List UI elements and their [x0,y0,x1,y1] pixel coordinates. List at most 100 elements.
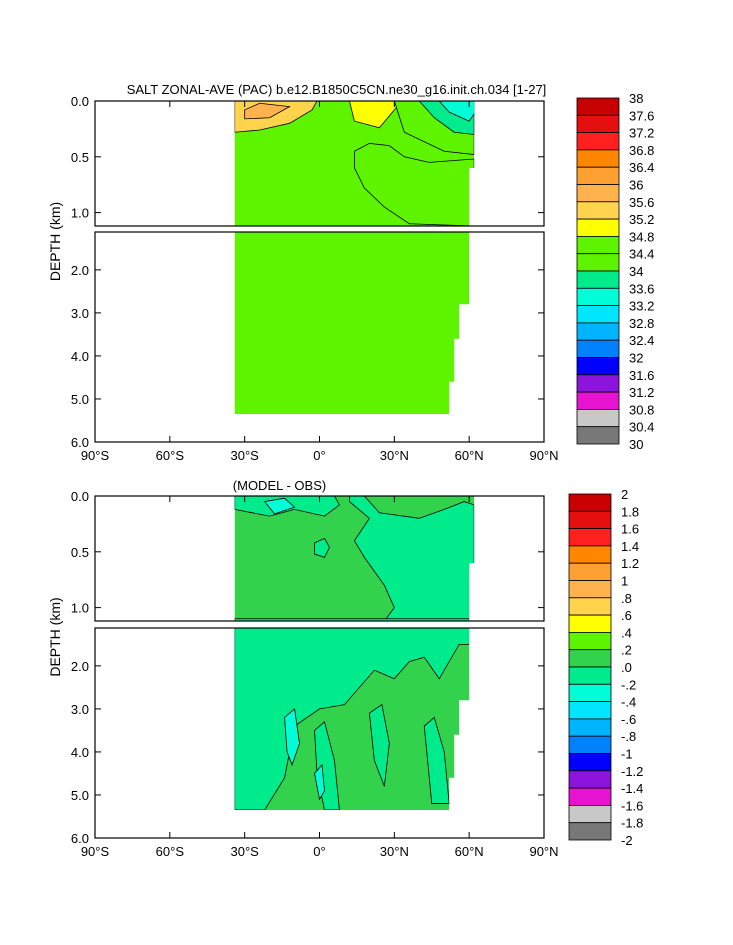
colorbar-label: 37.6 [629,108,654,123]
colorbar-swatch [576,166,620,185]
colorbar-label: 36.8 [629,143,654,158]
field-background [234,232,475,415]
colorbar-swatch [576,374,620,393]
region-deep-column-2 [368,703,390,787]
colorbar-label: 34.8 [629,229,654,244]
colorbar-swatch [576,287,620,306]
region-north-surface-salty [473,496,475,504]
y-tick-label: 3.0 [71,702,89,717]
region-subtropical-south-core [244,102,291,120]
colorbar-label: 36 [629,178,643,193]
x-tick-label: 90°N [529,448,558,463]
colorbar-swatch [568,562,612,581]
colorbar-label: 36.4 [629,160,654,175]
colorbar-label: 1.6 [621,522,639,537]
colorbar-label: -1.6 [621,798,643,813]
colorbar-swatch [576,97,620,116]
colorbar-swatch [576,253,620,272]
y-tick-label: 6.0 [71,831,89,846]
colorbar-swatch [576,305,620,324]
region-intermediate-water [354,142,475,226]
colorbar-label: 33.2 [629,299,654,314]
colorbar-label: -1.4 [621,781,643,796]
x-tick-label: 60°N [455,844,484,859]
region-deep-column-4 [284,708,300,767]
colorbar-swatch [576,218,620,237]
colorbar-swatch [576,322,620,341]
colorbar: 21.81.61.41.21.8.6.4.2.0-.2-.4-.6-.8-1-1… [568,487,643,848]
colorbar-swatch [568,805,612,824]
y-tick-label: 1.0 [71,206,89,221]
colorbar-swatch [568,649,612,668]
colorbar-label: 1.4 [621,539,639,554]
field-up [234,496,475,621]
colorbar-swatch [576,132,620,151]
colorbar-label: 32.8 [629,316,654,331]
x-tick-label: 60°S [156,448,185,463]
colorbar-swatch [568,632,612,651]
colorbar-swatch [568,787,612,806]
colorbar-label: 30.4 [629,420,654,435]
colorbar-label: -2 [621,833,633,848]
y-axis-label: DEPTH (km) [47,597,63,676]
x-tick-label: 60°N [455,448,484,463]
chart-title: SALT ZONAL-AVE (PAC) b.e12.B1850C5CN.ne3… [127,82,547,97]
colorbar-swatch [576,114,620,134]
region-equatorial-blob [314,537,330,558]
colorbar-label: 35.6 [629,195,654,210]
x-tick-label: 30°N [380,448,409,463]
y-tick-label: 0.0 [71,489,89,504]
y-tick-label: 2.0 [71,263,89,278]
colorbar-label: -1.2 [621,764,643,779]
colorbar: 38 37.6 37.2 36.8 36.4 36 35.6 35.2 34.8 34.4 34 33… [576,91,654,452]
colorbar-label: -.6 [621,712,636,727]
colorbar-label: 37.2 [629,126,654,141]
y-tick-label: 4.0 [71,349,89,364]
colorbar-label: -1.8 [621,816,643,831]
x-tick-label: 30°N [380,844,409,859]
x-tick-label: 0° [313,448,325,463]
colorbar-swatch [576,426,620,445]
y-tick-label: 5.0 [71,392,89,407]
colorbar-label: 32 [629,351,643,366]
colorbar-swatch [568,580,612,599]
colorbar-label: 30.8 [629,402,654,417]
y-tick-label: 0.5 [71,150,89,165]
colorbar-swatch [568,545,612,564]
field-lo [234,628,475,811]
panel-2: (MODEL - OBS) 90°S 60°S 30°S 0° 30°N 60°N 90°N 0… [47,478,643,859]
colorbar-label: .6 [621,608,632,623]
y-tick-label: 1.0 [71,601,89,616]
field-lo [234,232,475,415]
colorbar-label: 32.4 [629,333,654,348]
colorbar-label: .8 [621,591,632,606]
region-upper-fresh-body [349,496,475,621]
region-subtropical-north-max [348,101,403,129]
colorbar-swatch [568,597,612,616]
colorbar-swatch [568,493,612,512]
y-axis-label: DEPTH (km) [47,202,63,281]
colorbar-swatch [568,701,612,720]
chart-title: (MODEL - OBS) [233,478,326,493]
colorbar-label: .2 [621,643,632,658]
colorbar-label: .0 [621,660,632,675]
x-tick-label: 90°N [529,844,558,859]
colorbar-label: 35.2 [629,212,654,227]
colorbar-label: -.8 [621,729,636,744]
colorbar-swatch [568,614,612,633]
colorbar-swatch [576,184,620,203]
y-tick-label: 4.0 [71,745,89,760]
y-tick-label: 6.0 [71,435,89,450]
colorbar-swatch [568,822,612,841]
colorbar-swatch [568,770,612,789]
x-tick-label: 30°S [230,448,259,463]
colorbar-swatch [576,149,620,168]
colorbar-label: 2 [621,487,628,502]
colorbar-swatch [576,270,620,289]
region-north-fresh-surface [438,101,475,122]
colorbar-label: 38 [629,91,643,106]
colorbar-label: 33.6 [629,281,654,296]
panel-1: SALT ZONAL-AVE (PAC) b.e12.B1850C5CN.ne3… [47,82,654,463]
colorbar-swatch [568,528,612,547]
